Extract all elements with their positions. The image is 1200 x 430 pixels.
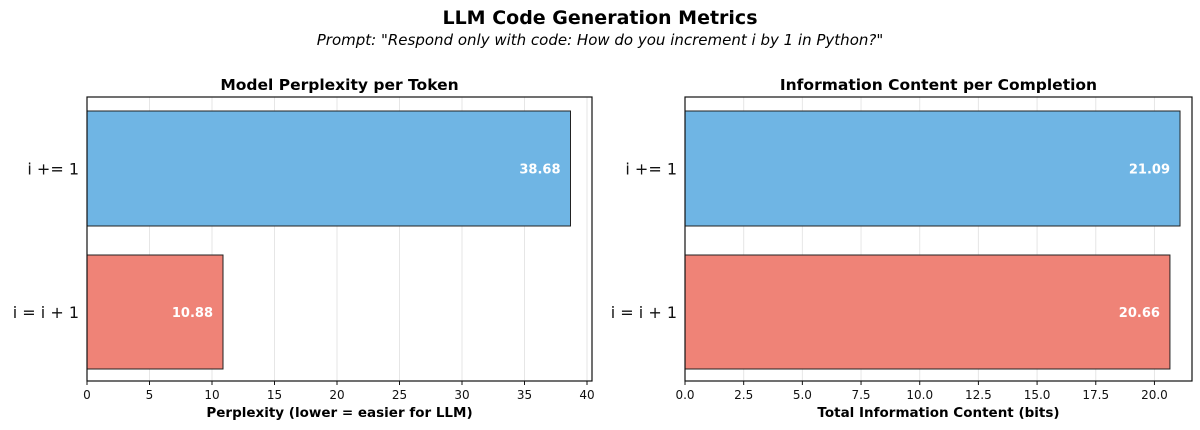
chart-panel-2: 21.09 i += 1 20.66 i = i + 1 0.0 2.5 5.0 7.5 10.…: [611, 76, 1193, 421]
plot-frame: [86, 96, 593, 382]
x-tick-label: 20: [329, 388, 344, 402]
x-tick-label: 0: [83, 388, 91, 402]
x-tick-label: 5: [146, 388, 154, 402]
x-tick-label: 5.0: [793, 388, 812, 402]
x-tick-label: 40: [579, 388, 594, 402]
x-tick-label: 15.0: [1024, 388, 1051, 402]
bar: [684, 254, 1171, 370]
category-label: i += 1: [27, 160, 79, 179]
chart-title: Model Perplexity per Token: [220, 76, 458, 94]
x-tick-label: 25: [392, 388, 407, 402]
x-axis-label: Perplexity (lower = easier for LLM): [206, 405, 472, 421]
x-tick-label: 15: [267, 388, 282, 402]
bar-value-label: 38.68: [519, 163, 560, 178]
x-tick-label: 12.5: [965, 388, 992, 402]
chart-title: Information Content per Completion: [780, 76, 1097, 94]
bar-value-label: 20.66: [1119, 306, 1160, 321]
figure-subtitle: Prompt: "Respond only with code: How do …: [317, 31, 883, 49]
bar: [86, 110, 571, 227]
x-tick-label: 7.5: [851, 388, 870, 402]
x-tick-label: 2.5: [734, 388, 753, 402]
figure-title: LLM Code Generation Metrics: [442, 7, 757, 29]
bar-value-label: 10.88: [172, 306, 213, 321]
plot-frame: [684, 96, 1193, 382]
chart-panel-1: 38.68 i += 1 10.88 i = i + 1 0 5 10 15 20 25 30 35 4…: [13, 76, 595, 421]
category-label: i += 1: [625, 160, 677, 179]
x-tick-label: 20.0: [1141, 388, 1168, 402]
x-tick-label: 35: [517, 388, 532, 402]
x-tick-label: 30: [454, 388, 469, 402]
category-label: i = i + 1: [611, 303, 677, 322]
x-tick-label: 10.0: [906, 388, 933, 402]
x-tick-label: 0.0: [675, 388, 694, 402]
category-label: i = i + 1: [13, 303, 79, 322]
bar: [86, 254, 224, 370]
bar: [684, 110, 1181, 227]
x-tick-label: 10: [204, 388, 219, 402]
x-tick-label: 17.5: [1082, 388, 1109, 402]
bar-value-label: 21.09: [1129, 163, 1170, 178]
x-axis-label: Total Information Content (bits): [817, 405, 1059, 421]
